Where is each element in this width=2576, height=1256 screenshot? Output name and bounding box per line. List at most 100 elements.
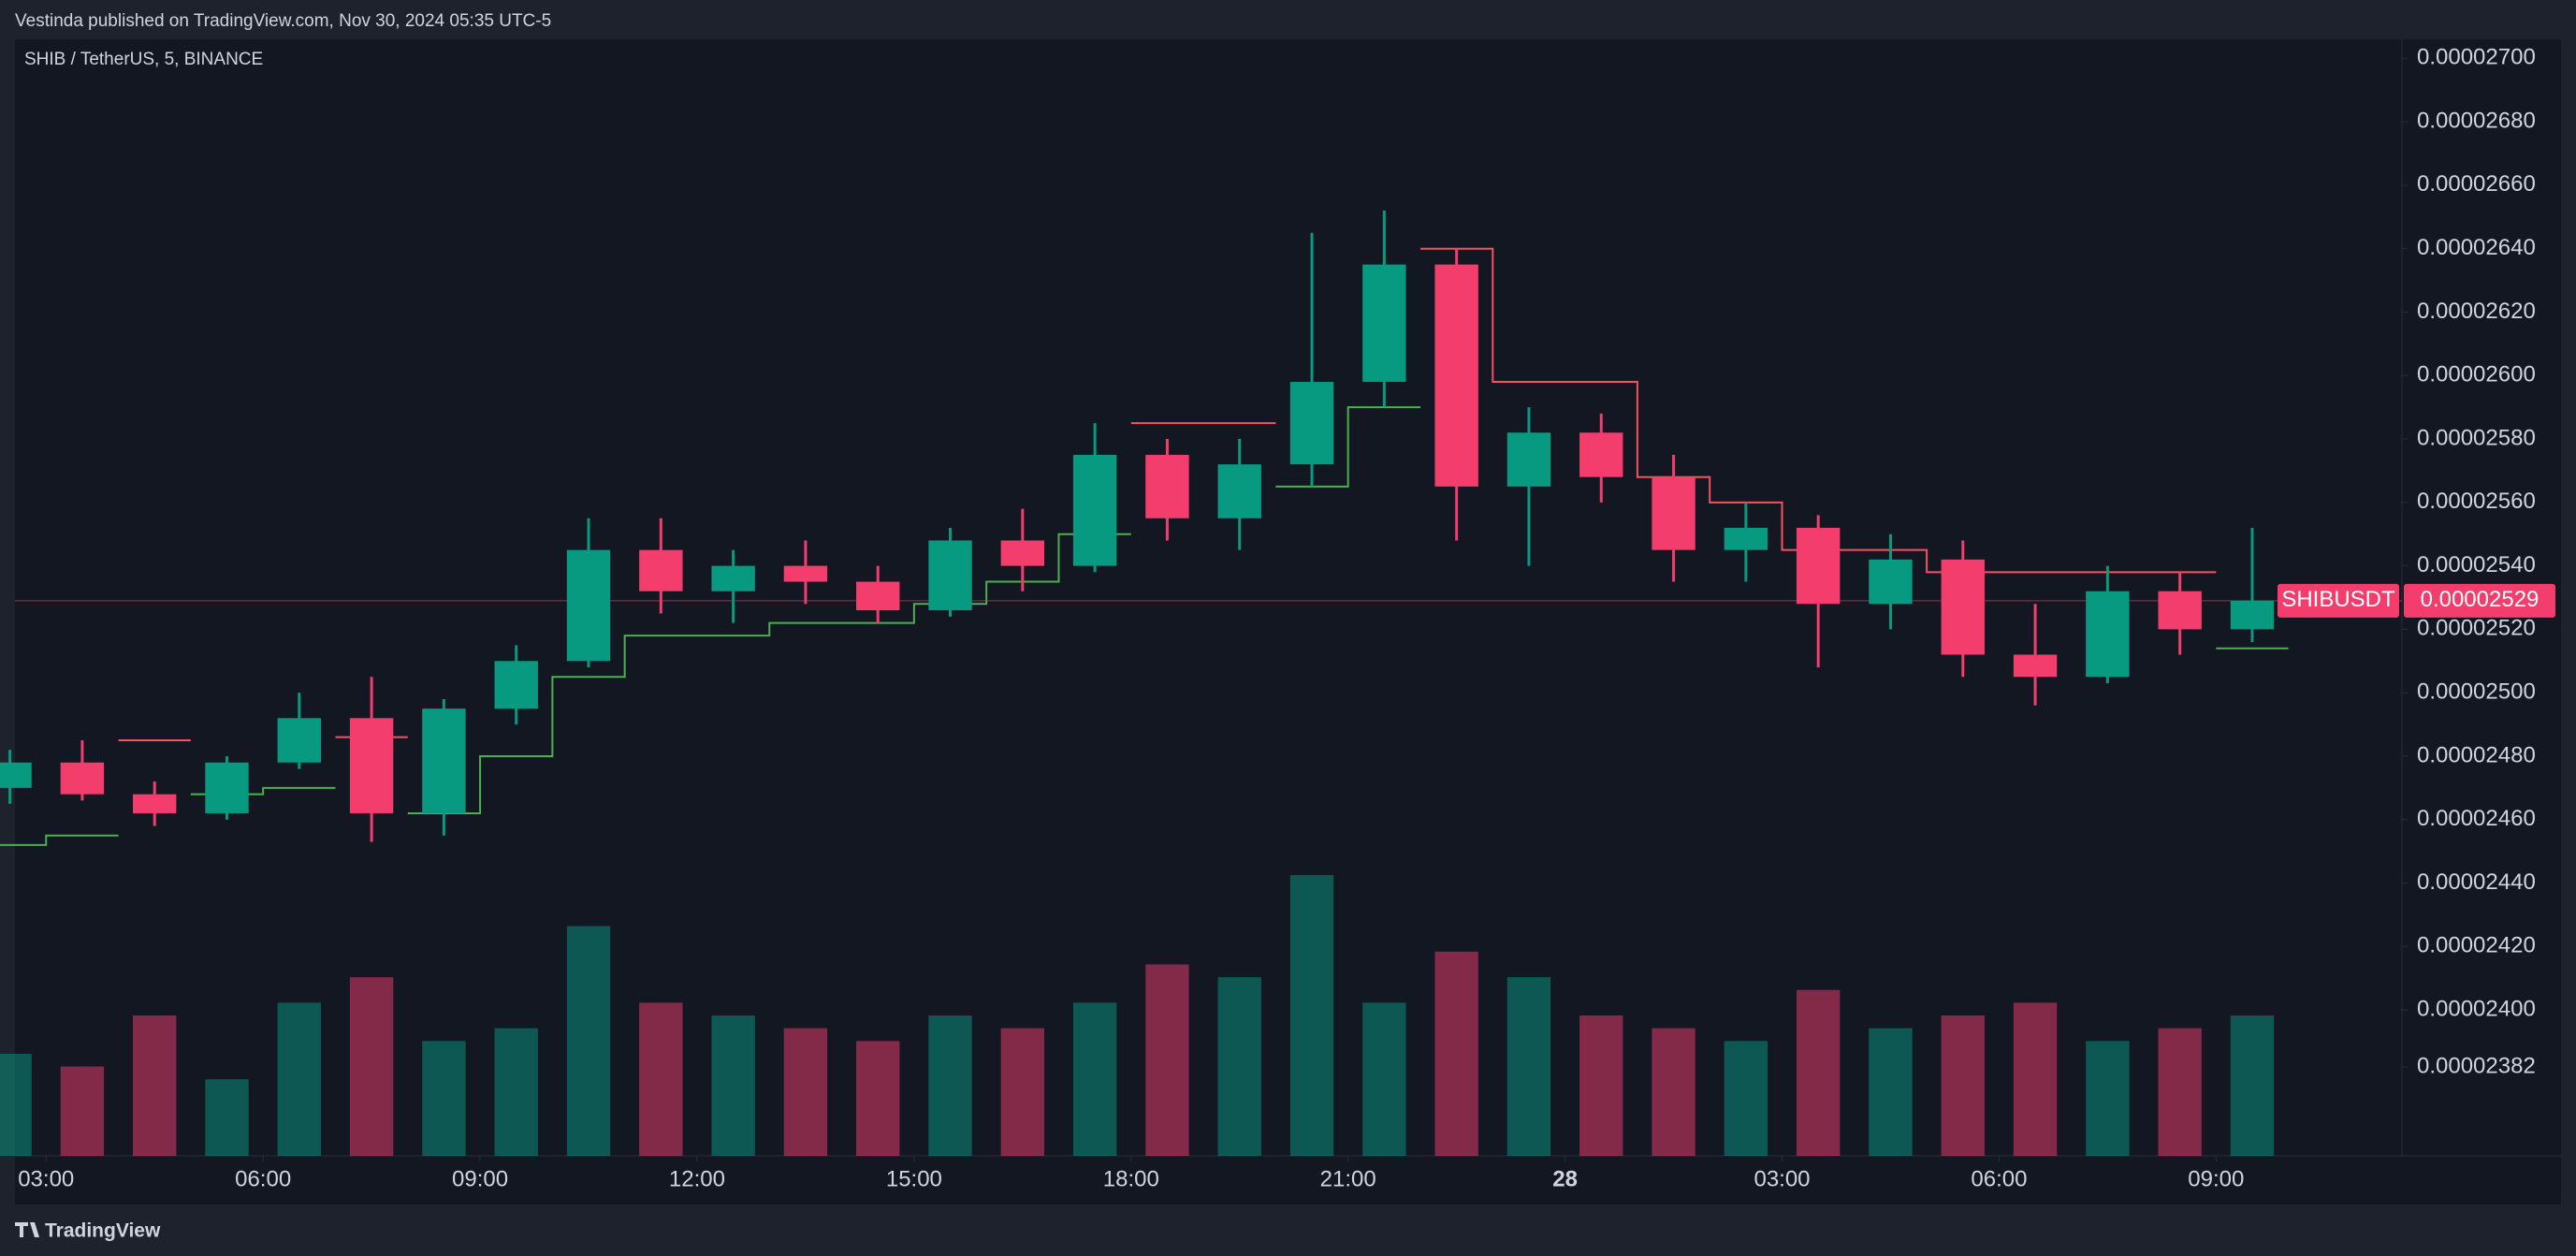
supertrend-line <box>407 533 1131 814</box>
volume-bar <box>2013 1002 2058 1156</box>
brand: TradingView <box>45 1220 161 1242</box>
volume-bar <box>711 1015 755 1156</box>
candle-body <box>928 540 972 611</box>
candle-body <box>1652 476 1696 550</box>
candle-body <box>494 661 538 709</box>
candle-body <box>1217 464 1261 518</box>
candle-body <box>0 762 32 788</box>
volume-bar <box>0 1053 32 1156</box>
x-tick-label: 03:00 <box>1754 1166 1810 1191</box>
volume-bar <box>1145 964 1189 1156</box>
y-tick-label: 0.00002460 <box>2417 806 2536 831</box>
y-tick-label: 0.00002500 <box>2417 679 2536 705</box>
volume-bar <box>566 926 611 1156</box>
volume-bar <box>1289 875 1334 1156</box>
candle-body <box>566 549 611 662</box>
y-tick-label: 0.00002560 <box>2417 489 2536 514</box>
volume-bar <box>1724 1041 1768 1156</box>
candle-body <box>1506 432 1551 487</box>
candle-body <box>1796 527 1841 605</box>
volume-bar <box>1434 951 1478 1156</box>
candle-body <box>1362 264 1406 383</box>
volume-bar <box>1362 1002 1406 1156</box>
volume-bar <box>133 1015 177 1156</box>
volume-bar <box>928 1015 972 1156</box>
candle-body <box>2158 591 2202 630</box>
volume-bar <box>2230 1015 2275 1156</box>
candle-body <box>2013 654 2058 678</box>
candle-body <box>1941 559 1985 655</box>
volume-bar <box>1941 1015 1985 1156</box>
volume-bar <box>856 1041 900 1156</box>
x-tick-label: 03:00 <box>18 1166 74 1191</box>
volume-bar <box>639 1002 683 1156</box>
y-tick-label: 0.00002420 <box>2417 933 2536 958</box>
candle-body <box>2230 600 2275 630</box>
x-tick-label: 06:00 <box>235 1166 291 1191</box>
x-tick-label: 09:00 <box>2188 1166 2244 1191</box>
candle-body <box>205 762 249 813</box>
candle-body <box>1145 454 1189 518</box>
volume-bar <box>205 1079 249 1156</box>
x-tick-label: 28 <box>1552 1166 1578 1191</box>
candle-body <box>856 581 900 611</box>
x-tick-label: 06:00 <box>1971 1166 2027 1191</box>
symbol-label: SHIBUSDT <box>2281 587 2395 612</box>
volume-bar <box>783 1028 828 1156</box>
volume-bar <box>422 1041 466 1156</box>
volume-bar <box>1869 1028 1913 1156</box>
chart-title: SHIB / TetherUS, 5, BINANCE <box>24 50 263 69</box>
volume-bar <box>1652 1028 1696 1156</box>
candle-body <box>422 708 466 813</box>
supertrend-line <box>0 834 119 846</box>
volume-bar <box>1579 1015 1623 1156</box>
volume-bar <box>494 1028 538 1156</box>
candle-body <box>639 549 683 591</box>
x-tick-label: 18:00 <box>1103 1166 1159 1191</box>
volume-bar <box>277 1002 321 1156</box>
volume-bar <box>1072 1002 1117 1156</box>
volume-bar <box>2086 1041 2130 1156</box>
y-tick-label: 0.00002700 <box>2417 45 2536 70</box>
chart-panel <box>15 39 2561 1205</box>
y-tick-label: 0.00002382 <box>2417 1053 2536 1078</box>
x-tick-label: 09:00 <box>452 1166 508 1191</box>
candle-body <box>1869 559 1913 605</box>
volume-bar <box>1796 989 1841 1156</box>
x-tick-label: 12:00 <box>669 1166 725 1191</box>
candle-body <box>133 794 177 813</box>
y-tick-label: 0.00002620 <box>2417 299 2536 324</box>
candle-body <box>60 762 105 795</box>
volume-bar <box>60 1066 105 1156</box>
brand-logo <box>15 1222 39 1237</box>
candle-body <box>277 718 321 763</box>
supertrend-line <box>1275 406 1420 488</box>
symbol-box <box>2278 583 2399 618</box>
candle-body <box>1072 454 1117 566</box>
volume-bar <box>349 977 394 1156</box>
volume-bar <box>2158 1028 2202 1156</box>
y-tick-label: 0.00002580 <box>2417 425 2536 450</box>
candle-body <box>1724 527 1768 550</box>
price-box <box>2404 583 2555 618</box>
y-tick-label: 0.00002440 <box>2417 869 2536 895</box>
y-tick-label: 0.00002640 <box>2417 235 2536 260</box>
candle-body <box>2086 591 2130 678</box>
candle-body <box>1434 264 1478 487</box>
candle-body <box>1579 432 1623 477</box>
candle-body <box>711 565 755 591</box>
candle-body <box>1289 382 1334 465</box>
y-tick-label: 0.00002520 <box>2417 616 2536 641</box>
volume-bar <box>1217 977 1261 1156</box>
y-tick-label: 0.00002600 <box>2417 362 2536 387</box>
last-price-label: 0.00002529 <box>2421 587 2540 612</box>
y-tick-label: 0.00002680 <box>2417 108 2536 133</box>
publisher: Vestinda published on TradingView.com, N… <box>15 11 551 31</box>
y-tick-label: 0.00002480 <box>2417 742 2536 767</box>
x-tick-label: 21:00 <box>1320 1166 1376 1191</box>
x-tick-label: 15:00 <box>886 1166 942 1191</box>
supertrend-line <box>1420 247 2217 574</box>
volume-bar <box>1506 977 1551 1156</box>
